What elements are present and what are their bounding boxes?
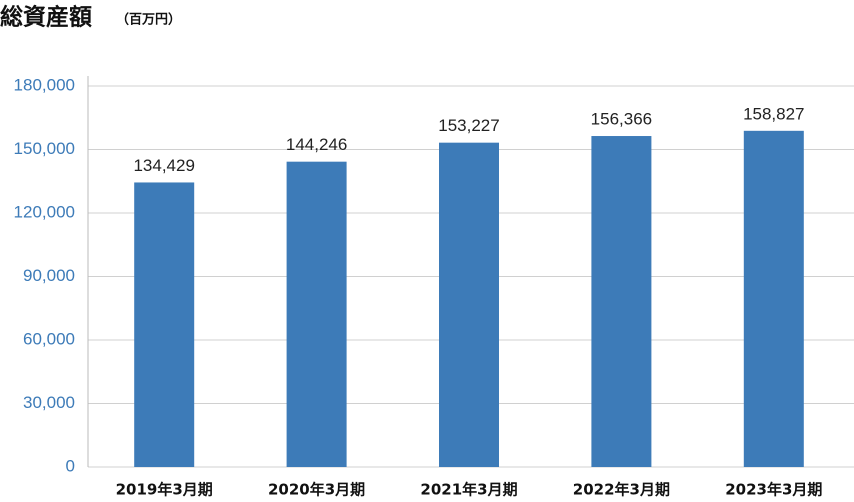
bar (134, 182, 195, 467)
chart-title: 総資産額 (0, 4, 92, 31)
x-tick-label: 2022年3月期 (573, 481, 670, 499)
value-label: 156,366 (591, 110, 652, 129)
y-tick-label: 0 (66, 456, 75, 475)
y-tick-label: 60,000 (23, 329, 75, 348)
x-tick-label: 2020年3月期 (268, 481, 365, 499)
value-label: 158,827 (743, 104, 804, 123)
bar (286, 161, 347, 467)
chart-subtitle: （百万円） (116, 12, 181, 28)
y-tick-label: 30,000 (23, 393, 75, 412)
x-tick-label: 2019年3月期 (116, 481, 213, 499)
y-tick-label: 150,000 (14, 139, 75, 158)
x-tick-label: 2023年3月期 (725, 481, 822, 499)
x-tick-label: 2021年3月期 (420, 481, 517, 499)
bar (439, 142, 499, 468)
y-tick-label: 180,000 (14, 75, 75, 94)
y-tick-label: 120,000 (14, 202, 75, 221)
bar (743, 130, 804, 468)
bar (591, 136, 652, 467)
value-label: 153,227 (438, 116, 499, 135)
value-label: 134,429 (133, 156, 194, 175)
value-label: 144,246 (286, 135, 347, 154)
y-tick-label: 90,000 (23, 266, 75, 285)
